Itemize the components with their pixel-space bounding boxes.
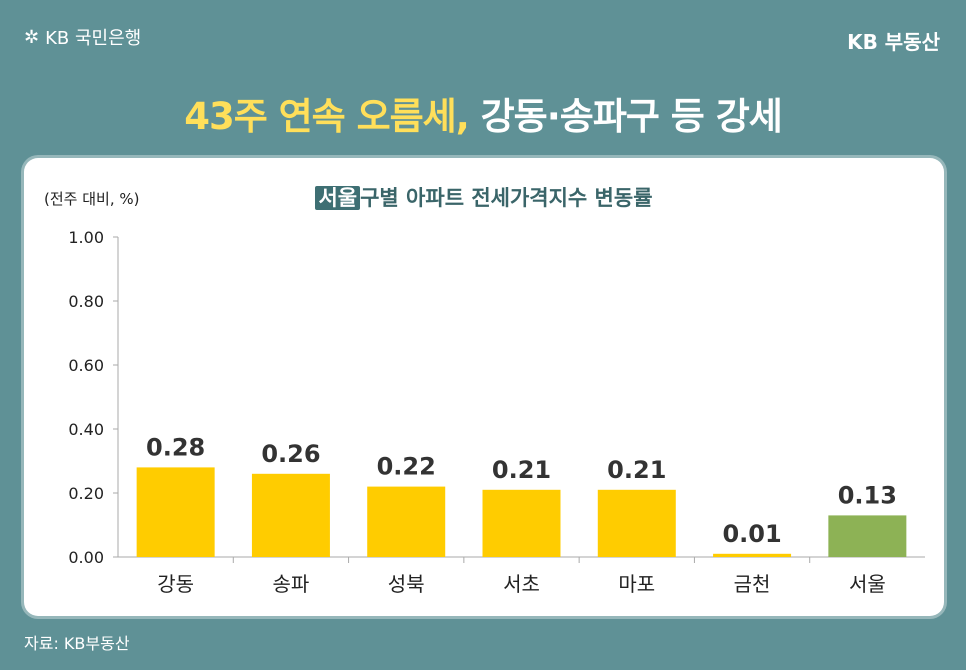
y-tick-label: 0.00: [68, 548, 104, 567]
x-tick-label: 금천: [734, 572, 771, 596]
brand-label: KB 부동산: [847, 30, 940, 54]
y-tick-label: 0.40: [68, 420, 104, 439]
data-label: 0.21: [607, 456, 666, 484]
data-label: 0.21: [492, 456, 551, 484]
headline: 43주 연속 오름세, 강동·송파구 등 강세: [184, 95, 783, 138]
chart-title: 서울 구별 아파트 전세가격지수 변동률: [24, 182, 944, 212]
x-tick-label: 마포: [618, 572, 655, 596]
x-tick-label: 송파: [273, 572, 310, 596]
x-tick-label: 서초: [503, 572, 540, 596]
bar-강동: [136, 467, 215, 557]
data-label: 0.22: [377, 453, 436, 481]
x-tick-label: 성북: [388, 572, 425, 596]
y-tick-label: 1.00: [68, 228, 104, 247]
y-tick-label: 0.60: [68, 356, 104, 375]
data-label: 0.26: [261, 440, 320, 468]
y-tick-label: 0.80: [68, 292, 104, 311]
y-axis-unit: (전주 대비, %): [44, 190, 140, 208]
chart-card: (전주 대비, %) 서울 구별 아파트 전세가격지수 변동률 0.00 0.20 0…: [24, 158, 944, 616]
star-icon: ✲: [24, 26, 40, 48]
data-label: 0.13: [838, 481, 897, 509]
data-label: 0.28: [146, 433, 205, 461]
bar-서울: [828, 515, 907, 557]
bar-금천: [713, 553, 792, 557]
x-tick-label: 서울: [849, 572, 886, 596]
bar-chart: 0.00 0.20 0.40 0.60 0.80 1.00 0.28 강동 0.26 송파 0.22…: [68, 228, 925, 596]
data-label: 0.01: [722, 520, 781, 548]
x-tick-label: 강동: [157, 572, 194, 596]
bar-마포: [597, 489, 676, 557]
bar-송파: [251, 473, 330, 557]
bar-서초: [482, 489, 561, 557]
kb-bank-logo: ✲ KB 국민은행: [24, 26, 142, 50]
source-note: 자료: KB부동산: [24, 634, 130, 653]
bar-성북: [367, 486, 446, 557]
y-tick-label: 0.20: [68, 484, 104, 503]
